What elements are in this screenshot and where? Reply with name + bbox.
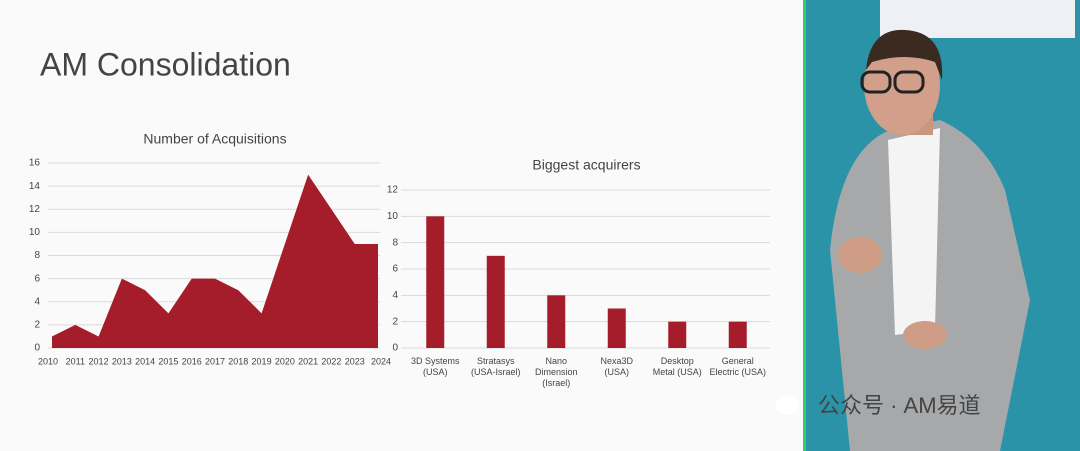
x-tick-label: 3D Systems (USA): [410, 356, 460, 377]
hair: [866, 29, 943, 80]
y-tick-label: 10: [29, 227, 41, 238]
slide-background: [0, 0, 803, 451]
x-tick-label: 2010: [38, 356, 58, 366]
bar: [668, 321, 687, 348]
y-tick-label: 12: [387, 185, 399, 196]
x-tick-label: 2024: [371, 356, 391, 366]
x-tick-label: General Electric (USA): [709, 356, 766, 377]
x-tick-label: 2011: [66, 356, 85, 366]
y-tick-label: 10: [387, 211, 399, 222]
y-tick-label: 4: [392, 290, 398, 301]
hand: [903, 321, 947, 349]
y-tick-label: 4: [34, 296, 40, 307]
head: [864, 35, 940, 135]
y-tick-label: 16: [29, 158, 41, 169]
wechat-icon: [775, 395, 799, 415]
chart-title: Number of Acquisitions: [143, 131, 286, 147]
bar: [728, 321, 747, 348]
stage-edge: [803, 0, 806, 451]
y-tick-label: 8: [34, 250, 40, 261]
y-tick-label: 2: [34, 320, 40, 331]
x-tick-label: 2022: [321, 356, 341, 366]
x-tick-label: Nexa3D (USA): [600, 356, 633, 377]
chart-title: Biggest acquirers: [532, 157, 640, 173]
x-tick-label: 2017: [205, 356, 225, 366]
y-tick-label: 0: [34, 343, 40, 354]
y-tick-label: 8: [392, 237, 398, 248]
bar: [486, 255, 505, 348]
shirt: [888, 128, 940, 335]
y-tick-label: 6: [34, 273, 40, 284]
x-tick-label: 2016: [182, 356, 202, 366]
slide-title: AM Consolidation: [40, 46, 291, 82]
x-tick-label: 2023: [345, 356, 365, 366]
glasses: [893, 70, 925, 94]
x-tick-label: Nano Dimension (Israel): [534, 356, 578, 388]
y-tick-label: 14: [29, 181, 41, 192]
y-tick-label: 2: [392, 316, 398, 327]
x-tick-label: 2015: [158, 356, 178, 366]
y-tick-label: 12: [29, 204, 41, 215]
hand: [838, 237, 882, 273]
x-tick-label: 2021: [298, 356, 318, 366]
glasses: [860, 70, 892, 94]
x-tick-label: Desktop Metal (USA): [652, 356, 702, 377]
x-tick-label: 2018: [228, 356, 248, 366]
area: [52, 174, 378, 348]
speaker: [830, 29, 1030, 451]
x-tick-label: 2013: [112, 356, 132, 366]
y-tick-label: 0: [392, 343, 398, 354]
x-tick-label: Stratasys (USA-Israel): [470, 356, 521, 377]
x-tick-label: 2012: [89, 356, 109, 366]
y-tick-label: 6: [392, 264, 398, 275]
x-tick-label: 2019: [252, 356, 272, 366]
x-tick-label: 2014: [135, 356, 155, 366]
bar: [426, 216, 445, 348]
bar: [607, 308, 626, 348]
x-tick-label: 2020: [275, 356, 295, 366]
bar: [547, 295, 566, 348]
watermark: 公众号 · AM易道: [818, 393, 981, 418]
